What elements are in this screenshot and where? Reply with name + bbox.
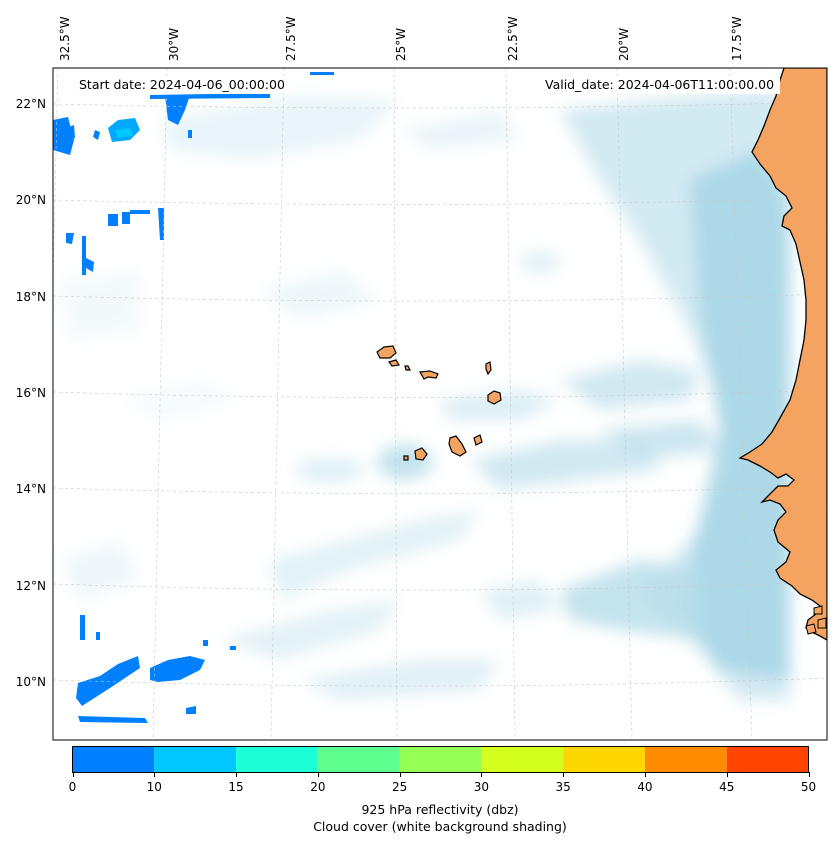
valid-date-label: Valid_date: 2024-04-06T11:00:00.00	[539, 76, 781, 94]
colorbar-swatch-3	[317, 746, 400, 773]
map-border	[52, 67, 828, 741]
lon-label-30w: 30°W	[167, 27, 181, 61]
colorbar-tick-label: 35	[555, 780, 571, 794]
colorbar-tick-mark	[154, 772, 156, 777]
lon-label-20w: 20°W	[617, 27, 631, 61]
colorbar-tick-label: 15	[228, 780, 244, 794]
forecast-map	[52, 67, 828, 741]
lat-label-22n: 22°N	[15, 97, 46, 111]
colorbar-swatch-6	[563, 746, 645, 773]
lat-label-18n: 18°N	[15, 290, 46, 304]
graticule	[53, 68, 827, 740]
colorbar-tick-mark	[236, 772, 238, 777]
colorbar-tick-mark	[317, 772, 319, 777]
colorbar-tick-mark	[808, 772, 810, 777]
colorbar-swatch-0	[72, 746, 155, 773]
colorbar-tick-label: 50	[800, 780, 817, 794]
lat-label-20n: 20°N	[15, 193, 46, 207]
colorbar-tick-label: 20	[310, 780, 326, 794]
lon-label-22-5w: 22.5°W	[506, 16, 520, 61]
colorbar-subtitle: Cloud cover (white background shading)	[313, 819, 567, 834]
lat-label-10n: 10°N	[15, 675, 46, 689]
colorbar-swatch-5	[481, 746, 564, 773]
colorbar-tick-label: 45	[719, 780, 735, 794]
lat-label-16n: 16°N	[15, 386, 46, 400]
colorbar-title: 925 hPa reflectivity (dbz)	[361, 802, 519, 817]
lat-label-12n: 12°N	[15, 579, 46, 593]
colorbar-tick-mark	[481, 772, 483, 777]
colorbar-swatch-2	[236, 746, 318, 773]
colorbar-swatch-7	[644, 746, 727, 773]
colorbar-swatch-1	[154, 746, 237, 773]
colorbar-tick-mark	[72, 772, 74, 777]
colorbar-swatch-8	[726, 746, 809, 773]
africa-landmass	[738, 68, 827, 641]
lon-label-27-5w: 27.5°W	[284, 16, 298, 61]
colorbar-tick-mark	[644, 772, 646, 777]
colorbar-tick-mark	[563, 772, 565, 777]
cape-verde-islands	[376, 345, 502, 461]
lon-label-32-5w: 32.5°W	[58, 16, 72, 61]
colorbar-tick-label: 30	[473, 780, 490, 794]
reflectivity-colorbar	[72, 746, 809, 773]
reflectivity-patches-sharp	[53, 72, 334, 723]
colorbar-tick-label: 0	[68, 780, 77, 794]
colorbar-tick-mark	[399, 772, 401, 777]
lon-label-25w: 25°W	[394, 27, 408, 61]
start-date-label: Start date: 2024-04-06_00:00:00	[73, 76, 291, 94]
lon-label-17-5w: 17.5°W	[730, 16, 744, 61]
colorbar-tick-label: 40	[637, 780, 653, 794]
colorbar-tick-label: 25	[391, 780, 408, 794]
colorbar-swatch-4	[399, 746, 482, 773]
colorbar-tick-mark	[726, 772, 728, 777]
cloud-cover-shading	[60, 90, 790, 700]
colorbar-tick-label: 10	[146, 780, 162, 794]
bijagos-islands	[805, 605, 827, 635]
lat-label-14n: 14°N	[15, 482, 46, 496]
